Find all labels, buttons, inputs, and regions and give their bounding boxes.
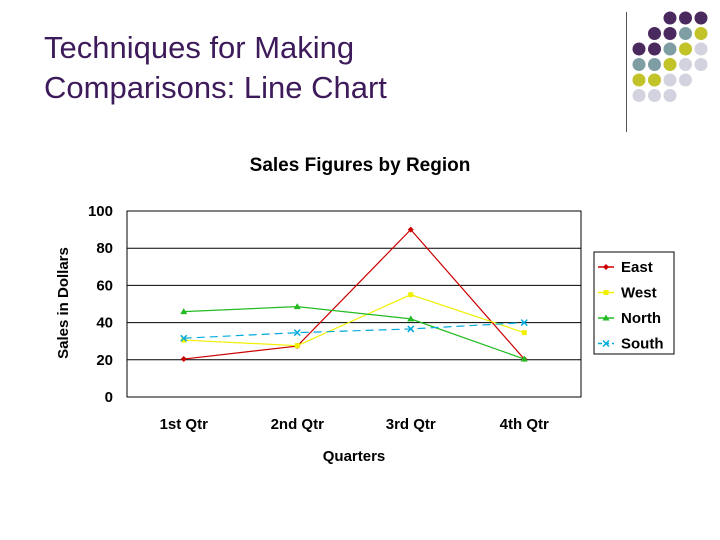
series-south: [180, 319, 528, 342]
decor-dot: [648, 89, 661, 102]
x-axis-label: Quarters: [323, 448, 386, 465]
data-point: [294, 343, 300, 349]
data-point: [603, 290, 609, 295]
series-line: [183, 228, 525, 360]
legend-label: North: [621, 310, 661, 327]
decor-dot: [679, 73, 692, 87]
decor-dot: [648, 42, 661, 56]
series-layer: [180, 226, 528, 363]
legend-item: East: [598, 259, 653, 276]
data-point: [180, 334, 188, 342]
series-north: [180, 303, 528, 362]
y-axis-label: Sales in Dollars: [55, 247, 72, 359]
data-point: [408, 292, 414, 298]
x-tick-label: 1st Qtr: [160, 416, 209, 433]
decor-dot: [663, 89, 677, 102]
decor-dot: [663, 73, 677, 87]
decorative-dot-grid: [632, 11, 708, 102]
plot-area: [126, 210, 582, 398]
slide-title-line1: Techniques for Making: [44, 30, 355, 65]
gridlines: [127, 247, 581, 361]
y-tick-label: 80: [96, 240, 113, 257]
decor-dot: [632, 58, 646, 71]
decor-dot: [663, 58, 677, 71]
data-point: [293, 303, 301, 310]
data-point: [603, 264, 609, 270]
y-tick-labels: 0 20 40 60 80 100: [88, 203, 113, 406]
x-tick-labels: 1st Qtr 2nd Qtr 3rd Qtr 4th Qtr: [160, 416, 549, 433]
data-point: [407, 325, 415, 333]
y-tick-label: 60: [96, 277, 113, 294]
chart-title: Sales Figures by Region: [250, 155, 471, 176]
legend-item: North: [598, 310, 661, 327]
series-west: [181, 292, 527, 349]
data-point: [521, 330, 527, 336]
series-line: [183, 306, 525, 360]
legend-label: West: [621, 285, 657, 302]
y-tick-label: 100: [88, 203, 113, 220]
decor-dot: [632, 73, 646, 87]
data-point: [602, 314, 610, 321]
decor-dot: [679, 58, 692, 71]
decor-dot: [694, 42, 708, 56]
decor-dot: [663, 11, 677, 25]
decor-dot: [679, 11, 692, 25]
y-tick-label: 0: [105, 389, 113, 406]
data-point: [407, 315, 415, 322]
x-tick-label: 4th Qtr: [500, 416, 549, 433]
decor-dot: [632, 42, 646, 56]
decor-dot: [694, 11, 708, 25]
data-point: [407, 226, 414, 233]
data-point: [602, 339, 610, 348]
plot-frame: [126, 210, 582, 398]
y-tick-label: 40: [96, 315, 113, 332]
decor-dot: [648, 27, 661, 40]
data-point: [180, 356, 187, 363]
data-point: [181, 337, 187, 343]
slide-title: Techniques for Making Comparisons: Line …: [44, 28, 564, 108]
y-tick-label: 20: [96, 352, 113, 369]
series-line: [183, 322, 525, 339]
data-point: [520, 319, 528, 327]
decor-dot: [679, 42, 692, 56]
legend: East West North South: [593, 251, 675, 355]
data-point: [180, 308, 188, 315]
decor-dot: [663, 27, 677, 40]
x-tick-label: 2nd Qtr: [271, 416, 324, 433]
decor-dot: [648, 73, 661, 87]
decor-dot: [648, 58, 661, 71]
legend-item: West: [598, 285, 657, 302]
decorative-divider: [626, 12, 627, 132]
series-line: [183, 294, 525, 347]
data-point: [520, 355, 528, 362]
legend-label: East: [621, 259, 653, 276]
legend-label: South: [621, 336, 664, 353]
data-point: [293, 329, 301, 337]
legend-item: South: [598, 336, 664, 353]
legend-box: [593, 251, 675, 355]
slide-title-line2: Comparisons: Line Chart: [44, 70, 387, 105]
decor-dot: [663, 42, 677, 56]
decor-dot: [694, 27, 708, 40]
x-tick-label: 3rd Qtr: [386, 416, 436, 433]
decor-dot: [679, 27, 692, 40]
decor-dot: [694, 58, 708, 71]
decor-dot: [632, 89, 646, 102]
legend-items: East West North South: [598, 259, 664, 353]
